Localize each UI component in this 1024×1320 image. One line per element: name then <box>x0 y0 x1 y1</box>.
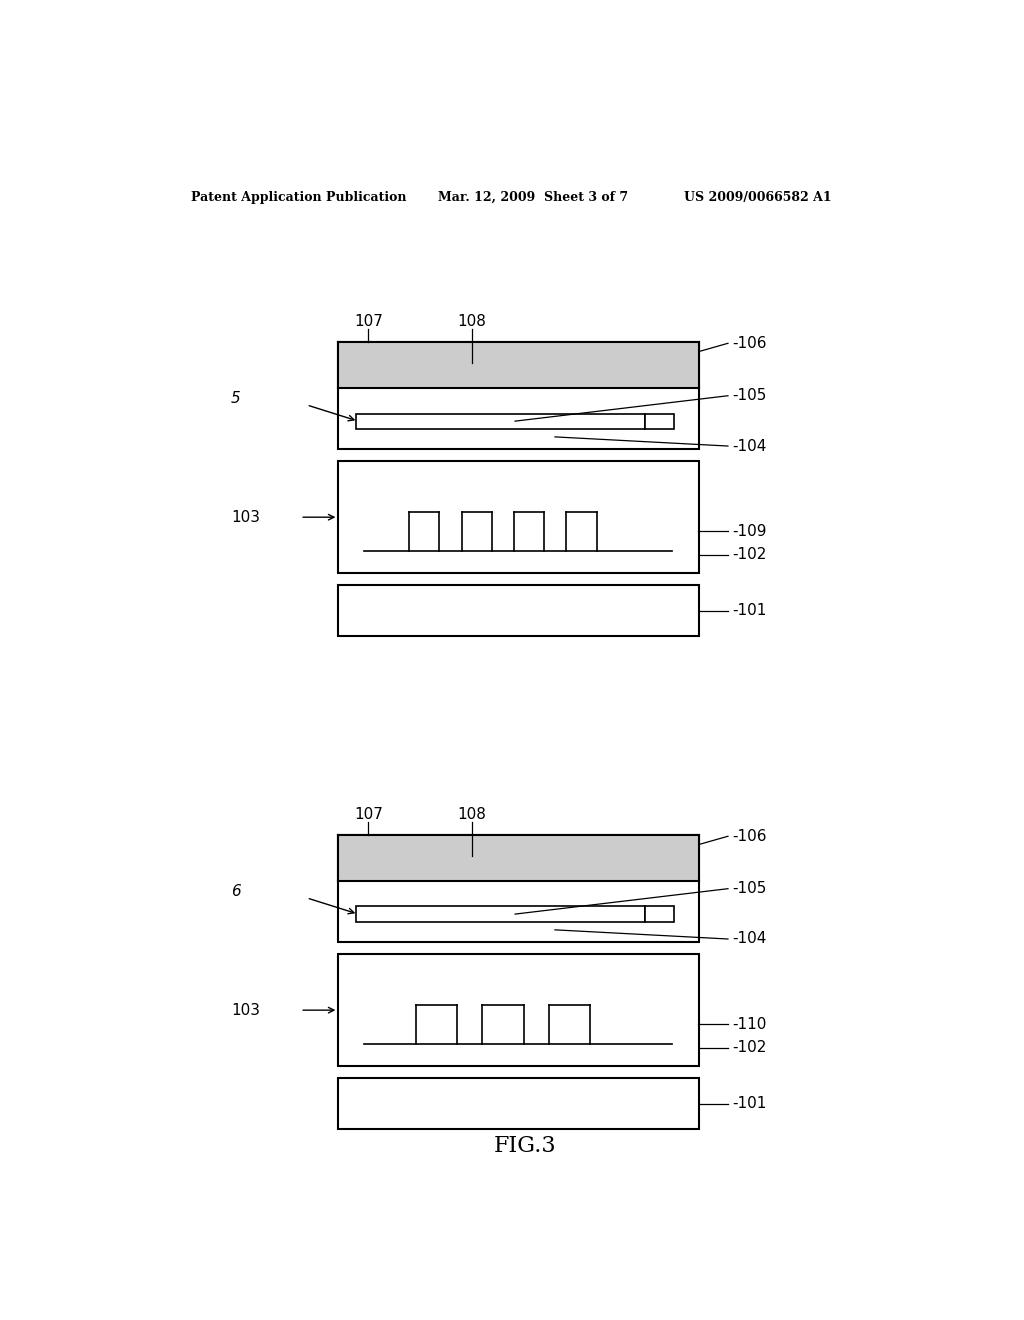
Text: -105: -105 <box>733 882 767 896</box>
Text: -102: -102 <box>733 1040 767 1055</box>
Bar <box>338 836 699 942</box>
Text: -109: -109 <box>733 524 767 539</box>
Text: Mar. 12, 2009  Sheet 3 of 7: Mar. 12, 2009 Sheet 3 of 7 <box>437 191 628 203</box>
Text: 103: 103 <box>231 1003 260 1018</box>
Text: 108: 108 <box>458 314 486 329</box>
Bar <box>338 954 699 1067</box>
Text: -106: -106 <box>733 335 767 351</box>
Text: Patent Application Publication: Patent Application Publication <box>191 191 407 203</box>
Text: 6: 6 <box>231 884 241 899</box>
Text: -105: -105 <box>733 388 767 403</box>
Text: 103: 103 <box>231 510 260 524</box>
Text: -102: -102 <box>733 548 767 562</box>
Bar <box>338 342 699 388</box>
Text: -104: -104 <box>733 932 767 946</box>
Text: 107: 107 <box>354 314 383 329</box>
Text: -101: -101 <box>733 1096 767 1111</box>
Bar <box>355 413 645 429</box>
Text: FIG.3: FIG.3 <box>494 1134 556 1156</box>
Text: 5: 5 <box>231 391 241 407</box>
Bar <box>355 907 645 921</box>
Text: -101: -101 <box>733 603 767 618</box>
Text: US 2009/0066582 A1: US 2009/0066582 A1 <box>684 191 831 203</box>
Text: 108: 108 <box>458 807 486 822</box>
Bar <box>338 1078 699 1129</box>
Bar <box>645 413 674 429</box>
Text: -110: -110 <box>733 1016 767 1032</box>
Bar <box>338 342 699 449</box>
Bar <box>338 836 699 880</box>
Bar <box>338 461 699 573</box>
Text: -106: -106 <box>733 829 767 843</box>
Bar <box>645 907 674 921</box>
Bar <box>338 585 699 636</box>
Text: -104: -104 <box>733 438 767 454</box>
Text: 107: 107 <box>354 807 383 822</box>
